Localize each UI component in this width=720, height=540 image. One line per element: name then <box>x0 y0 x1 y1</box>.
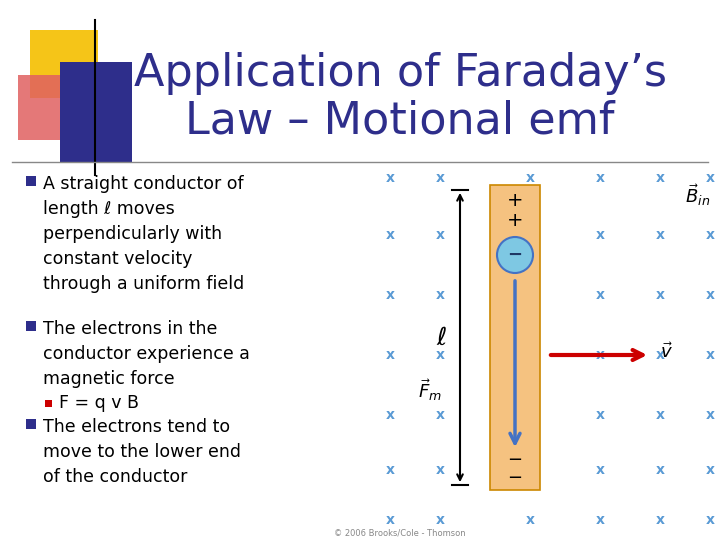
Text: Application of Faraday’s: Application of Faraday’s <box>133 52 667 95</box>
Text: x: x <box>655 288 665 302</box>
Text: x: x <box>706 463 714 477</box>
Text: x: x <box>706 513 714 527</box>
Text: $\vec{B}_{in}$: $\vec{B}_{in}$ <box>685 182 710 208</box>
Text: x: x <box>595 288 605 302</box>
Text: x: x <box>706 408 714 422</box>
Bar <box>45 400 52 407</box>
Bar <box>60 62 132 162</box>
Text: x: x <box>385 463 395 477</box>
Text: x: x <box>436 348 444 362</box>
Text: x: x <box>706 348 714 362</box>
Text: +: + <box>507 191 523 210</box>
Text: $\vec{v}$: $\vec{v}$ <box>660 342 673 362</box>
Text: x: x <box>706 171 714 185</box>
Text: x: x <box>385 288 395 302</box>
Text: x: x <box>655 171 665 185</box>
Text: x: x <box>595 228 605 242</box>
Bar <box>490 185 540 490</box>
Text: x: x <box>385 348 395 362</box>
Text: x: x <box>436 408 444 422</box>
Text: x: x <box>655 228 665 242</box>
Text: The electrons tend to
move to the lower end
of the conductor: The electrons tend to move to the lower … <box>43 418 241 486</box>
Text: +: + <box>507 211 523 229</box>
Text: x: x <box>436 228 444 242</box>
Bar <box>26 419 36 429</box>
Bar <box>18 75 83 140</box>
Text: x: x <box>655 348 665 362</box>
Text: A straight conductor of
length ℓ moves
perpendicularly with
constant velocity
th: A straight conductor of length ℓ moves p… <box>43 175 244 293</box>
Text: x: x <box>436 463 444 477</box>
Text: −: − <box>508 246 523 264</box>
Text: x: x <box>595 513 605 527</box>
Text: x: x <box>526 513 534 527</box>
Text: x: x <box>706 288 714 302</box>
Text: x: x <box>436 171 444 185</box>
Text: x: x <box>436 513 444 527</box>
Bar <box>26 321 36 331</box>
Text: x: x <box>655 463 665 477</box>
Text: x: x <box>526 463 534 477</box>
Circle shape <box>497 237 533 273</box>
Text: x: x <box>526 171 534 185</box>
Text: x: x <box>595 171 605 185</box>
Text: x: x <box>595 408 605 422</box>
Bar <box>30 30 98 98</box>
Text: x: x <box>385 171 395 185</box>
Text: The electrons in the
conductor experience a
magnetic force: The electrons in the conductor experienc… <box>43 320 250 388</box>
Text: −: − <box>508 469 523 487</box>
Text: ℓ: ℓ <box>437 326 447 350</box>
Text: © 2006 Brooks/Cole - Thomson: © 2006 Brooks/Cole - Thomson <box>334 529 466 537</box>
Text: x: x <box>526 408 534 422</box>
Text: x: x <box>436 288 444 302</box>
Text: Law – Motional emf: Law – Motional emf <box>185 100 615 143</box>
Text: x: x <box>706 228 714 242</box>
Text: x: x <box>595 348 605 362</box>
Text: F = q v B: F = q v B <box>59 394 139 412</box>
Text: x: x <box>595 463 605 477</box>
Text: x: x <box>385 408 395 422</box>
Text: −: − <box>508 451 523 469</box>
Bar <box>26 176 36 186</box>
Text: x: x <box>655 408 665 422</box>
Text: x: x <box>385 513 395 527</box>
Text: x: x <box>526 228 534 242</box>
Text: x: x <box>385 228 395 242</box>
Text: x: x <box>655 513 665 527</box>
Text: x: x <box>526 348 534 362</box>
Text: x: x <box>526 288 534 302</box>
Text: $\vec{F}_{m}$: $\vec{F}_{m}$ <box>418 377 442 403</box>
